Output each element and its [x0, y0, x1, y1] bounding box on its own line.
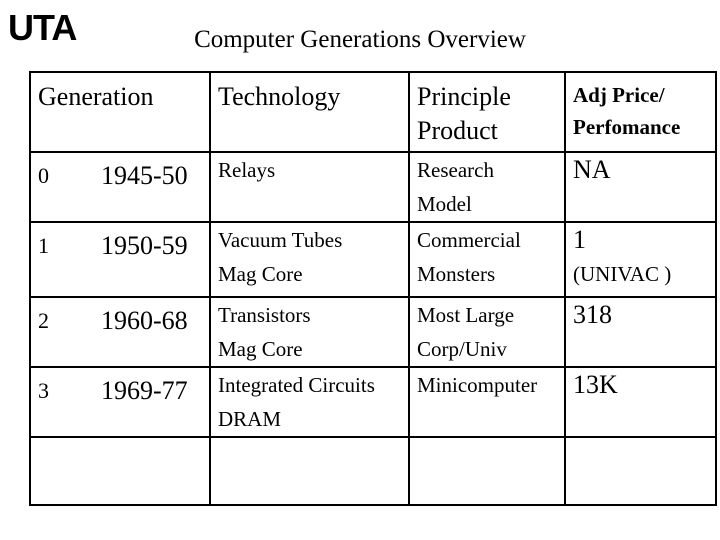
empty-cell	[408, 436, 566, 506]
header-technology: Technology	[209, 71, 410, 153]
header-technology-label: Technology	[218, 82, 341, 111]
generation-cell: 0 1945-50	[29, 151, 211, 223]
table-row: 2 1960-68 Transistors Mag Core Most Larg…	[29, 296, 717, 368]
header-product-line2: Product	[417, 116, 498, 145]
technology-line1: Transistors	[218, 303, 311, 327]
price-note: (UNIVAC )	[573, 262, 672, 286]
technology-line1: Integrated Circuits	[218, 373, 375, 397]
product-line1: Minicomputer	[417, 373, 538, 397]
generation-cell: 1 1950-59	[29, 221, 211, 298]
technology-line2: Mag Core	[218, 262, 303, 286]
header-price-line1: Adj Price/	[573, 83, 665, 107]
empty-row	[29, 436, 717, 506]
header-price-line2: Perfomance	[573, 115, 681, 139]
uta-logo: UTA	[8, 7, 77, 48]
technology-cell: Integrated Circuits DRAM	[209, 366, 410, 438]
empty-cell	[209, 436, 410, 506]
header-price: Adj Price/ Perfomance	[564, 71, 717, 153]
price-value: NA	[573, 155, 611, 184]
technology-line1: Relays	[218, 158, 276, 182]
price-value: 318	[573, 300, 612, 329]
product-cell: Research Model	[408, 151, 566, 223]
price-cell: NA	[564, 151, 717, 223]
header-generation: Generation	[29, 71, 211, 153]
technology-line2: Mag Core	[218, 337, 303, 361]
technology-cell: Vacuum Tubes Mag Core	[209, 221, 410, 298]
generation-number: 3	[38, 378, 49, 403]
table-row: 0 1945-50 Relays Research Model NA	[29, 151, 717, 223]
table-row: 3 1969-77 Integrated Circuits DRAM Minic…	[29, 366, 717, 438]
product-line2: Model	[417, 192, 472, 216]
header-generation-label: Generation	[38, 82, 154, 111]
generation-cell: 3 1969-77	[29, 366, 211, 438]
product-line1: Research	[417, 158, 494, 182]
product-line1: Commercial	[417, 228, 521, 252]
empty-cell	[564, 436, 717, 506]
header-product-line1: Principle	[417, 82, 511, 111]
product-line2: Monsters	[417, 262, 496, 286]
generation-number: 0	[38, 163, 49, 188]
price-cell: 318	[564, 296, 717, 368]
header-row: Generation Technology Principle Product …	[29, 71, 717, 153]
generation-number: 1	[38, 233, 49, 258]
empty-cell	[29, 436, 211, 506]
generation-years: 1960-68	[101, 306, 188, 335]
technology-line2: DRAM	[218, 407, 282, 431]
price-value: 13K	[573, 370, 618, 399]
product-cell: Most Large Corp/Univ	[408, 296, 566, 368]
generation-years: 1950-59	[101, 231, 188, 260]
table-row: 1 1950-59 Vacuum Tubes Mag Core Commerci…	[29, 221, 717, 298]
product-line1: Most Large	[417, 303, 515, 327]
header-product: Principle Product	[408, 71, 566, 153]
generation-cell: 2 1960-68	[29, 296, 211, 368]
logo-text: UTA	[8, 7, 77, 48]
generations-table: Generation Technology Principle Product …	[29, 71, 717, 506]
price-cell: 13K	[564, 366, 717, 438]
technology-line1: Vacuum Tubes	[218, 228, 343, 252]
generation-years: 1945-50	[101, 161, 188, 190]
technology-cell: Relays	[209, 151, 410, 223]
price-value: 1	[573, 225, 586, 254]
generation-number: 2	[38, 308, 49, 333]
technology-cell: Transistors Mag Core	[209, 296, 410, 368]
product-line2: Corp/Univ	[417, 337, 507, 361]
generation-years: 1969-77	[101, 376, 188, 405]
product-cell: Minicomputer	[408, 366, 566, 438]
price-cell: 1 (UNIVAC )	[564, 221, 717, 298]
slide-title: Computer Generations Overview	[194, 26, 526, 53]
product-cell: Commercial Monsters	[408, 221, 566, 298]
